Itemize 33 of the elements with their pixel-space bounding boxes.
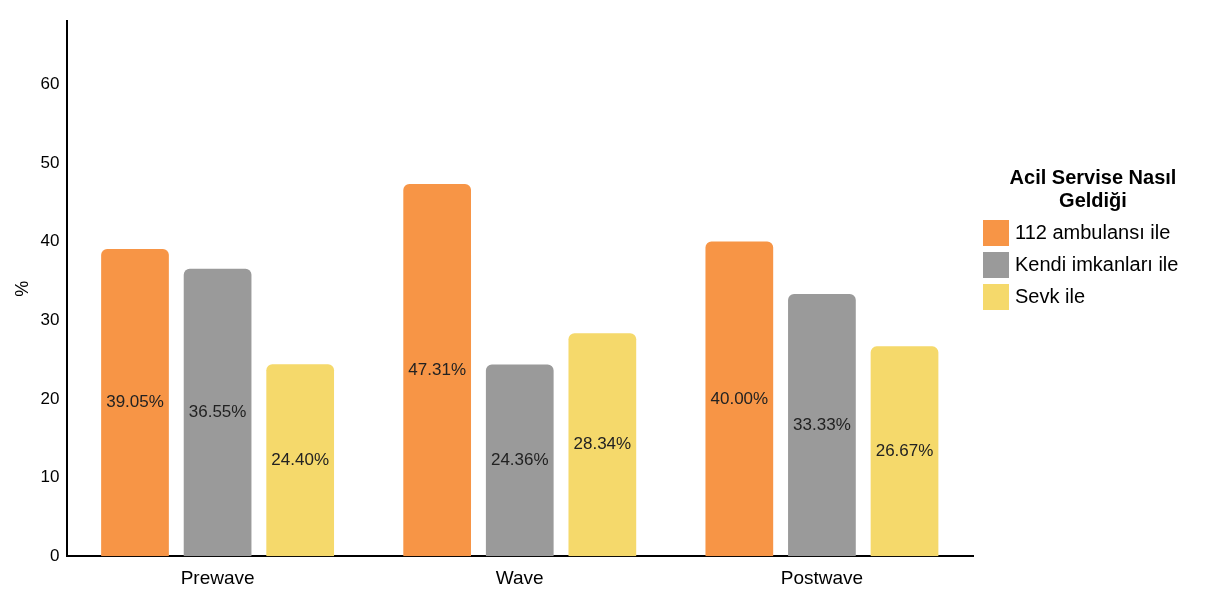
legend-label: Kendi imkanları ile	[1015, 253, 1179, 276]
data-label: 36.55%	[188, 402, 247, 422]
bar	[870, 346, 939, 557]
data-label: 47.31%	[408, 359, 466, 379]
y-tick-label: 40	[40, 231, 60, 251]
x-tick-label: Wave	[495, 566, 544, 588]
legend-label: 112 ambulansı ile	[1015, 221, 1171, 244]
bar	[568, 333, 637, 557]
y-tick-label: 50	[40, 152, 60, 172]
bar	[705, 241, 774, 557]
x-tick-label: Postwave	[780, 566, 864, 588]
data-label: 33.33%	[793, 414, 851, 434]
y-tick-label: 20	[40, 388, 60, 408]
bar	[403, 183, 472, 557]
bar	[266, 364, 335, 557]
y-tick-label: 30	[40, 309, 60, 329]
bar	[485, 364, 554, 557]
data-label: 24.40%	[271, 449, 330, 469]
data-label: 40.00%	[710, 388, 769, 408]
x-tick-label: Prewave	[180, 566, 255, 588]
y-tick-label: 10	[40, 467, 60, 487]
data-label: 24.36%	[490, 450, 549, 470]
bar	[183, 268, 252, 557]
data-label: 26.67%	[875, 440, 934, 460]
data-label: 28.34%	[573, 434, 632, 454]
bar	[788, 293, 856, 557]
data-label: 39.05%	[106, 392, 164, 412]
y-tick-label: 0	[50, 545, 60, 565]
y-tick-label: 60	[40, 73, 60, 93]
legend-label: Sevk ile	[1015, 285, 1086, 308]
y-axis-title: %	[11, 280, 32, 297]
legend-title: Acil Servise Nasıl Geldiği	[1008, 165, 1178, 212]
bar	[101, 248, 169, 557]
